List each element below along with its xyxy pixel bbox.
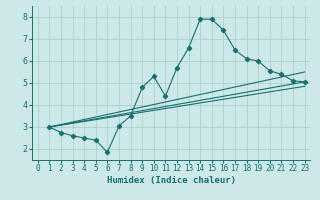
X-axis label: Humidex (Indice chaleur): Humidex (Indice chaleur) [107, 176, 236, 185]
